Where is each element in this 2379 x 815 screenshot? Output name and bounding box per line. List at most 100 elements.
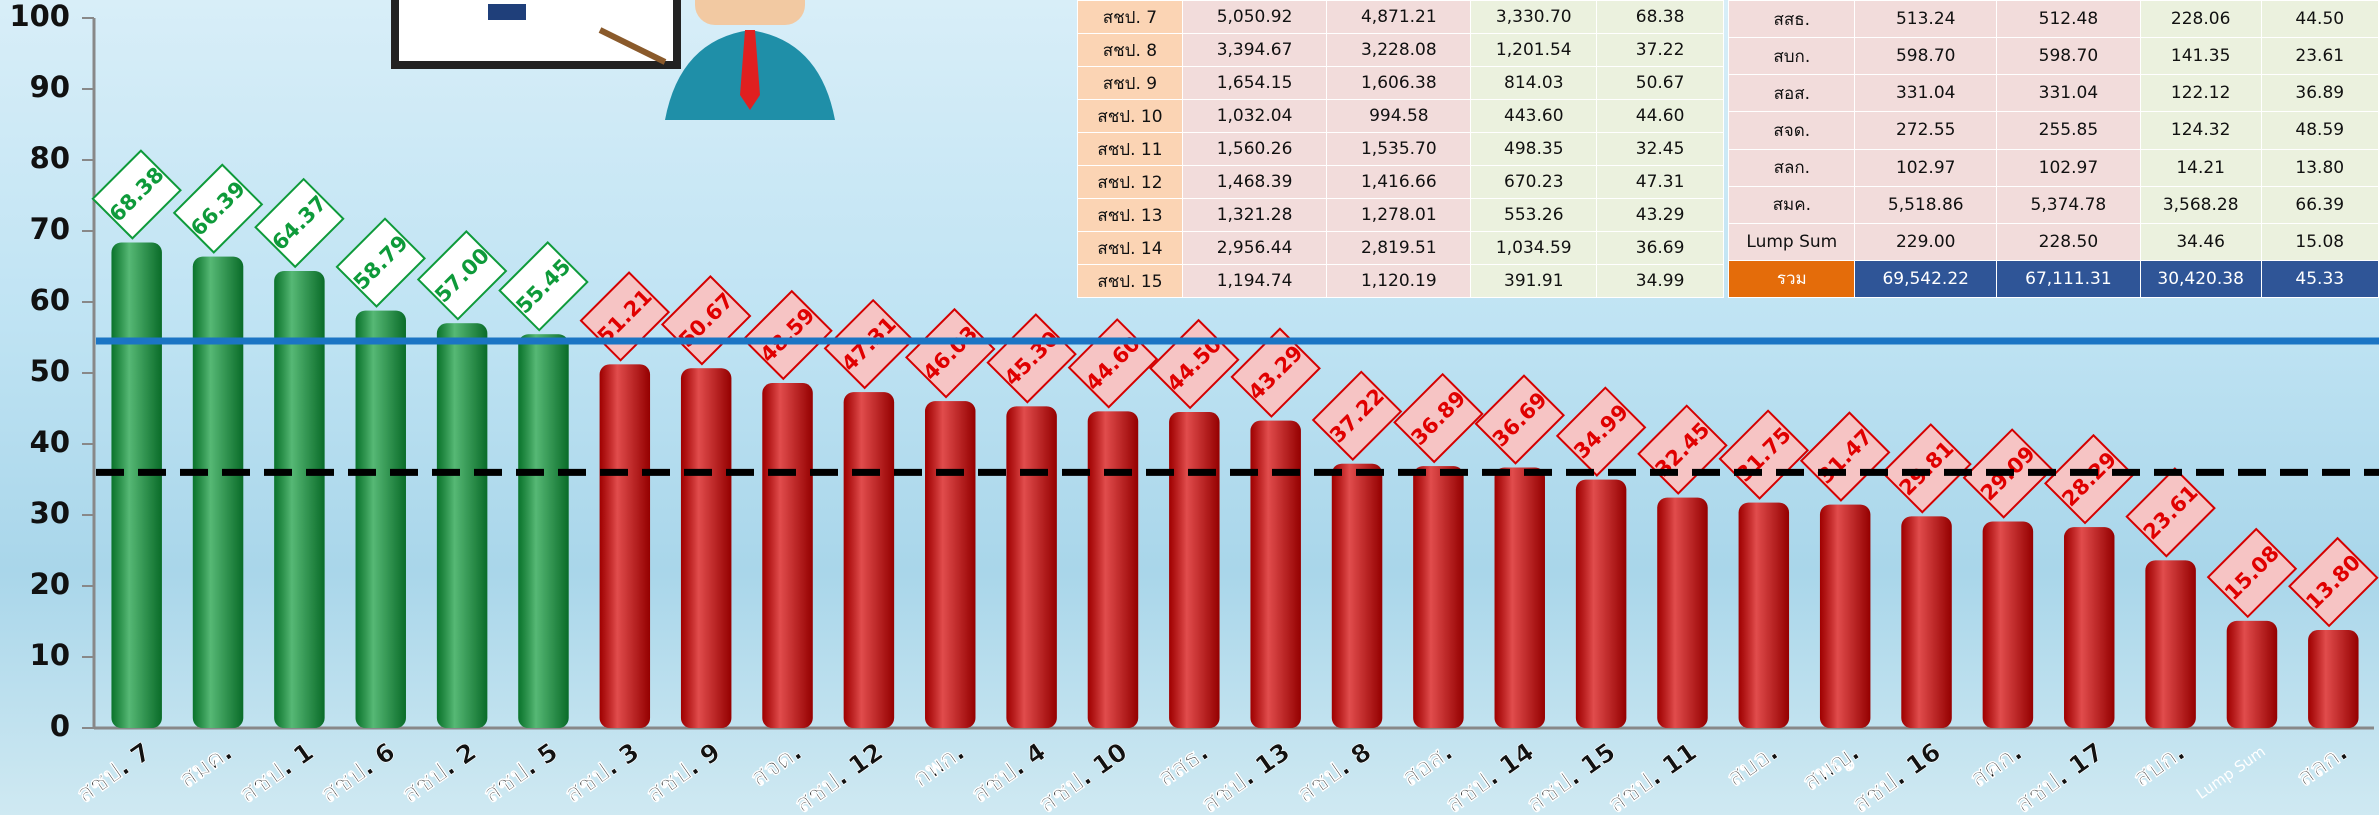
table-cell: 331.04	[1995, 74, 2141, 113]
table-cell: 1,560.26	[1181, 132, 1328, 166]
value-label-box	[1393, 372, 1484, 464]
table-cell: 44.50	[2260, 0, 2379, 39]
x-tick-label: สชป. 12	[789, 737, 888, 815]
bar-shine	[2308, 630, 2359, 728]
table-cell: 814.03	[1470, 66, 1598, 100]
table-cell: 23.61	[2260, 37, 2379, 76]
table-cell: สชป. 8	[1077, 33, 1183, 67]
x-tick-label: สมค.	[173, 737, 237, 794]
x-tick-label: สลก.	[2291, 737, 2353, 792]
table-cell: 1,654.15	[1181, 66, 1328, 100]
table-cell: 68.38	[1596, 0, 1725, 34]
x-tick-label: สชป. 16	[1847, 737, 1946, 815]
table-cell: 3,568.28	[2139, 185, 2262, 224]
table-row: สชป. 12 1,468.39 1,416.66 670.23 47.31	[1077, 165, 1725, 199]
table-right: สสธ. 513.24 512.48 228.06 44.50 สบก. 598.70 598…	[1728, 0, 2379, 299]
table-cell: 331.04	[1854, 74, 1997, 113]
table-cell: 102.97	[1854, 148, 1997, 187]
table-cell: 1,606.38	[1326, 66, 1472, 100]
x-tick-label: สคก.	[1964, 737, 2027, 793]
table-cell: 228.06	[2139, 0, 2262, 39]
y-tick-label: 60	[30, 283, 70, 317]
value-label: 55.45	[498, 241, 589, 332]
table-cell: 5,518.86	[1854, 185, 1997, 224]
table-cell: 1,120.19	[1326, 264, 1472, 298]
table-cell: 48.59	[2260, 111, 2379, 150]
table-cell: 4,871.21	[1326, 0, 1472, 34]
table-row: สชป. 7 5,050.92 4,871.21 3,330.70 68.38	[1077, 0, 1725, 34]
x-tick-label: สอส.	[1396, 737, 1458, 792]
table-cell: 122.12	[2139, 74, 2262, 113]
table-cell: 1,535.70	[1326, 132, 1472, 166]
table-cell: 44.60	[1596, 99, 1725, 133]
x-tick-label: สสธ.	[1152, 737, 1214, 792]
table-row: สมค. 5,518.86 5,374.78 3,568.28 66.39	[1728, 185, 2379, 224]
value-label: 29.81	[1881, 423, 1972, 514]
table-cell: 3,228.08	[1326, 33, 1472, 67]
bar-shine	[1331, 463, 1383, 728]
bar-shine	[1982, 521, 2034, 728]
bar-shine	[762, 383, 813, 728]
table-cell: สสธ.	[1728, 0, 1856, 39]
table-cell: 994.58	[1326, 99, 1472, 133]
table-cell: 15.08	[2260, 222, 2379, 261]
value-label: 51.21	[579, 271, 671, 362]
value-label: 23.61	[2125, 467, 2216, 558]
value-label: 64.37	[254, 177, 345, 269]
table-cell: รวม	[1728, 259, 1856, 299]
table-row: Lump Sum 229.00 228.50 34.46 15.08	[1728, 222, 2379, 261]
presenter-illustration	[391, 0, 835, 120]
table-cell: สชป. 11	[1077, 132, 1183, 166]
value-label: 46.03	[904, 307, 996, 399]
bar-shine	[274, 270, 325, 728]
value-label-box	[1555, 386, 1647, 477]
table-cell: สอส.	[1728, 74, 1856, 113]
y-tick-label: 90	[30, 70, 70, 104]
table-cell: 5,374.78	[1995, 185, 2141, 224]
x-tick-label: สชป. 14	[1440, 737, 1539, 815]
value-label: 45.30	[986, 313, 1077, 404]
table-cell: 598.70	[1854, 37, 1997, 76]
value-label: 28.29	[2043, 433, 2135, 525]
table-row: สชป. 11 1,560.26 1,535.70 498.35 32.45	[1077, 132, 1725, 166]
bar-shine	[1657, 497, 1708, 728]
value-label-box	[416, 230, 508, 321]
bar-shine	[355, 310, 406, 728]
table-row: สชป. 8 3,394.67 3,228.08 1,201.54 37.22	[1077, 33, 1725, 67]
value-label-box	[335, 217, 427, 308]
x-tick-label: สบก.	[2128, 737, 2190, 793]
x-tick-label: สชป. 7	[71, 737, 156, 809]
table-row: สชป. 15 1,194.74 1,120.19 391.91 34.99	[1077, 264, 1725, 298]
table-cell: 1,468.39	[1181, 165, 1328, 199]
y-tick-label: 50	[30, 354, 70, 388]
table-cell: 2,956.44	[1181, 231, 1328, 265]
table-cell: 69,542.22	[1854, 259, 1997, 299]
table-cell: 36.69	[1596, 231, 1725, 265]
x-tick-label: สชป. 13	[1196, 737, 1295, 815]
table-row: สชป. 13 1,321.28 1,278.01 553.26 43.29	[1077, 198, 1725, 232]
y-tick-label: 20	[30, 567, 70, 601]
value-label-box	[1474, 374, 1566, 465]
table-cell: 1,321.28	[1181, 198, 1328, 232]
value-label: 31.47	[1799, 411, 1891, 502]
value-label: 48.59	[742, 289, 833, 381]
table-cell: สชป. 9	[1077, 66, 1183, 100]
table-row: สสธ. 513.24 512.48 228.06 44.50	[1728, 0, 2379, 39]
x-tick-label: สชป. 9	[640, 737, 725, 809]
value-label: 36.69	[1474, 374, 1566, 465]
table-cell: 34.99	[1596, 264, 1725, 298]
table-cell: 66.39	[2260, 185, 2379, 224]
value-label-box	[2288, 536, 2379, 628]
table-cell: 47.31	[1596, 165, 1725, 199]
y-tick-label: 100	[9, 0, 70, 33]
table-cell: สชป. 12	[1077, 165, 1183, 199]
table-cell: 45.33	[2260, 259, 2379, 299]
value-label-box	[2043, 433, 2135, 525]
bar-shine	[680, 368, 732, 728]
bar-shine	[843, 392, 895, 728]
table-cell: 272.55	[1854, 111, 1997, 150]
table-cell: 228.50	[1995, 222, 2141, 261]
table-cell: 14.21	[2139, 148, 2262, 187]
table-row: สอส. 331.04 331.04 122.12 36.89	[1728, 74, 2379, 113]
table-cell: 50.67	[1596, 66, 1725, 100]
